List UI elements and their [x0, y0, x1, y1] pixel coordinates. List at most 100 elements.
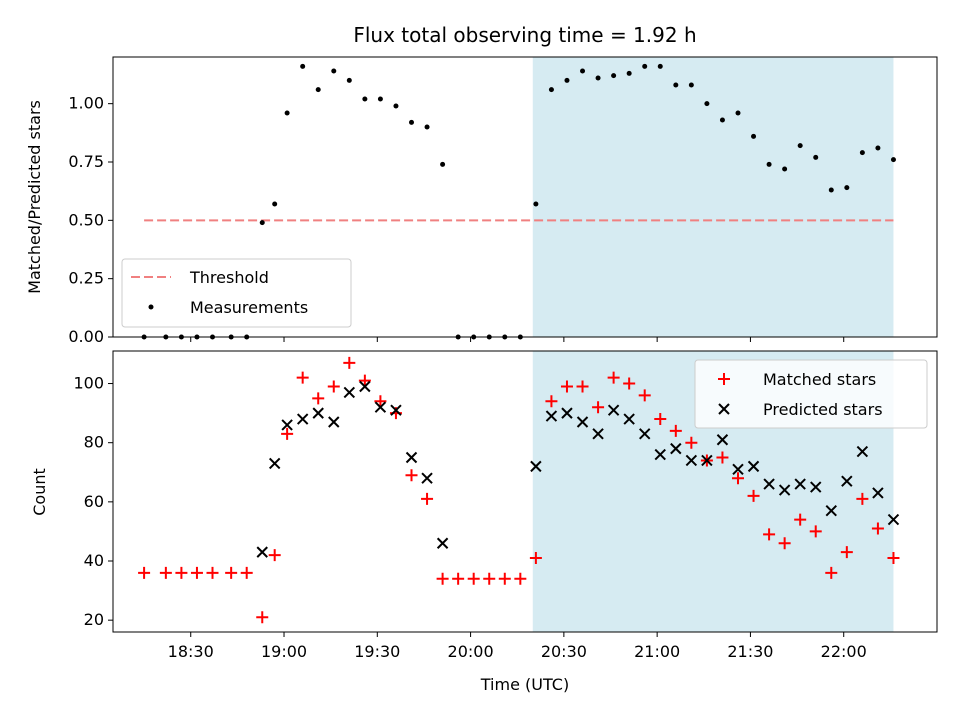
measurement-point [657, 63, 663, 69]
bottom-legend-box [694, 359, 928, 429]
top-panel-marks [141, 63, 896, 340]
predicted-star-point [530, 460, 542, 473]
legend-matched-swatch [718, 373, 730, 385]
matched-star-point [825, 566, 838, 579]
matched-star-point [731, 472, 744, 485]
measurement-point [346, 77, 352, 83]
matched-star-point [268, 549, 281, 562]
measurement-point [859, 150, 865, 156]
y-tick-label: 0.00 [68, 327, 104, 346]
matched-star-point [716, 451, 729, 464]
predicted-star-point [374, 401, 387, 413]
matched-star-point [421, 492, 434, 505]
predicted-star-point [312, 407, 324, 419]
bottom-y-axis-label: Count [30, 468, 49, 516]
predicted-star-point [296, 413, 309, 425]
matched-star-point [840, 546, 853, 559]
measurement-point [735, 110, 741, 116]
matched-star-point [871, 522, 884, 535]
measurement-point [580, 68, 586, 74]
measurement-point [875, 145, 881, 151]
matched-star-point [312, 392, 325, 405]
matched-star-point [592, 401, 605, 414]
matched-star-point [747, 489, 760, 502]
matched-star-point [405, 469, 418, 482]
measurement-point [315, 87, 321, 93]
predicted-star-point [343, 386, 356, 399]
predicted-star-point [747, 460, 760, 473]
predicted-star-point [810, 481, 822, 493]
predicted-star-point [887, 513, 900, 526]
x-tick-label: 20:00 [448, 642, 494, 661]
legend-predicted-label: Predicted stars [763, 400, 883, 419]
predicted-star-point [592, 428, 604, 440]
predicted-star-point [545, 410, 558, 422]
measurement-point [595, 75, 601, 81]
measurement-point [331, 68, 337, 74]
bottom-panel: 20 40 60 80 100 18:30 19:00 19:30 20:00 20:30 21:0… [30, 350, 938, 661]
predicted-star-point [685, 454, 698, 467]
predicted-star-point [778, 484, 791, 496]
measurement-point [642, 63, 648, 69]
predicted-star-point [654, 448, 666, 461]
legend-threshold-label: Threshold [189, 268, 269, 287]
y-tick-label: 60 [84, 492, 104, 511]
bottom-legend: Matched stars Predicted stars [694, 359, 928, 429]
matched-star-point [669, 424, 682, 437]
predicted-star-point [716, 434, 729, 446]
predicted-star-point [732, 463, 744, 476]
measurement-point [751, 133, 757, 139]
matched-star-point [240, 566, 253, 579]
matched-star-point [281, 427, 294, 440]
measurement-point [688, 82, 694, 88]
y-tick-label: 0.75 [68, 152, 104, 171]
predicted-star-point [576, 416, 589, 428]
measurement-point [564, 77, 570, 83]
y-tick-label: 20 [84, 610, 104, 629]
matched-star-point [343, 356, 356, 369]
measurement-point [704, 101, 710, 107]
x-tick-label: 19:30 [354, 642, 400, 661]
matched-star-point [358, 374, 371, 387]
matched-star-point [623, 377, 636, 390]
measurement-point [766, 161, 772, 167]
matched-star-point [560, 380, 573, 393]
measurement-point [719, 117, 725, 123]
measurement-point [828, 187, 834, 193]
predicted-star-point [856, 445, 869, 458]
measurement-point [797, 143, 803, 149]
top-legend: Threshold Measurements [121, 258, 352, 328]
predicted-star-point [623, 413, 635, 425]
bottom-panel-marks [138, 356, 900, 624]
measurement-point [673, 82, 679, 88]
matched-star-point [529, 552, 542, 565]
top-axis-ticks: 0.00 0.25 0.50 0.75 1.00 [68, 94, 845, 346]
matched-star-point [809, 525, 822, 538]
x-tick-label: 20:30 [541, 642, 587, 661]
measurement-point [409, 119, 415, 125]
bottom-axis-ticks: 20 40 60 80 100 18:30 19:00 19:30 20:00 20:30 21:0… [73, 374, 866, 661]
measurement-point [284, 110, 290, 116]
matched-star-point [327, 380, 340, 393]
measurement-point [890, 157, 896, 163]
measurement-point [611, 73, 617, 79]
matched-star-point [514, 572, 527, 585]
measurement-point [300, 63, 306, 69]
y-tick-label: 80 [84, 433, 104, 452]
matched-star-point [794, 513, 807, 526]
matched-star-point [138, 566, 151, 579]
predicted-star-point [763, 478, 775, 490]
y-tick-label: 0.50 [68, 210, 104, 229]
measurement-point [393, 103, 399, 109]
predicted-star-point [281, 419, 293, 431]
matched-star-point [763, 528, 776, 541]
matched-star-point [159, 566, 172, 579]
chart-title: Flux total observing time = 1.92 h [353, 23, 696, 47]
measurement-point [362, 96, 368, 102]
bottom-plot-frame [112, 350, 938, 633]
predicted-star-point [421, 472, 433, 484]
measurement-point [424, 124, 430, 130]
matched-star-point [778, 537, 791, 550]
matched-star-point [576, 380, 589, 393]
